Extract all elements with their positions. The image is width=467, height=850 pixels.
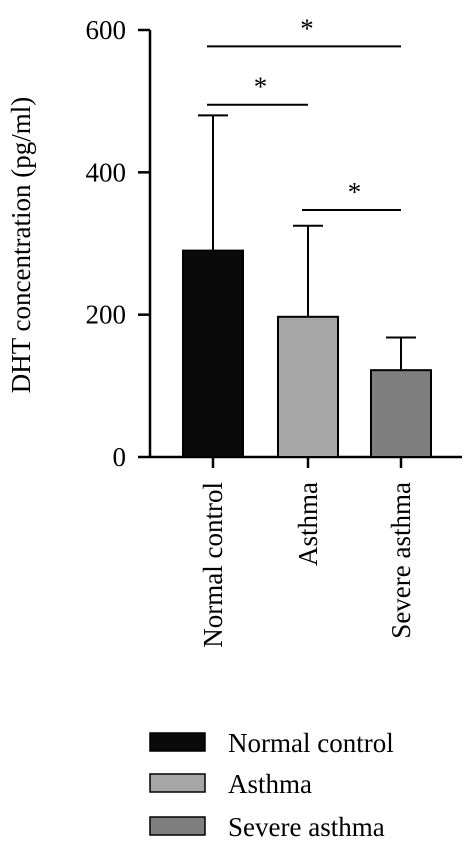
legend-label: Asthma bbox=[228, 769, 312, 799]
significance-star: * bbox=[348, 177, 362, 207]
bars-group bbox=[182, 249, 432, 458]
legend-swatch bbox=[149, 816, 206, 836]
legend: Normal control Asthma Severe asthma bbox=[149, 728, 394, 842]
y-tick-label: 600 bbox=[86, 15, 127, 45]
bar bbox=[370, 369, 432, 458]
bar bbox=[182, 249, 244, 458]
x-tick-label: Severe asthma bbox=[386, 482, 416, 639]
error-bars-group bbox=[198, 114, 416, 371]
x-tick-label: Asthma bbox=[293, 482, 323, 566]
legend-swatch bbox=[149, 732, 206, 752]
significance-star: * bbox=[254, 72, 268, 102]
legend-label: Normal control bbox=[228, 728, 394, 758]
significance-brackets: * * * bbox=[207, 13, 401, 212]
x-tick-label: Normal control bbox=[198, 482, 228, 648]
legend-label: Severe asthma bbox=[228, 812, 385, 842]
y-tick-label: 400 bbox=[86, 157, 127, 187]
y-tick-label: 200 bbox=[86, 300, 127, 330]
y-tick-label: 0 bbox=[113, 442, 127, 472]
y-axis-label: DHT concentration (pg/ml) bbox=[6, 97, 36, 393]
significance-star: * bbox=[300, 13, 314, 43]
legend-swatch bbox=[149, 773, 206, 793]
bar bbox=[277, 315, 339, 458]
y-axis-ticks: 0 200 400 600 bbox=[86, 15, 150, 472]
x-axis-ticks: Normal control Asthma Severe asthma bbox=[198, 457, 416, 648]
